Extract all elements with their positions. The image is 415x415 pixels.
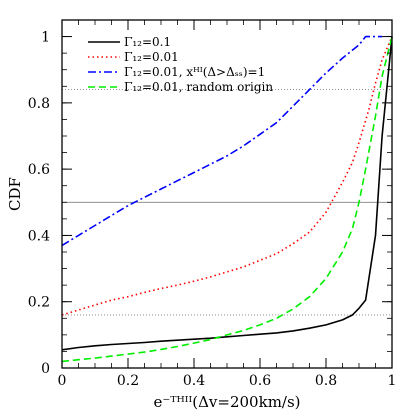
y-tick-label: 0 <box>41 361 50 377</box>
y-tick-label: 0.4 <box>28 228 50 244</box>
x-tick-label: 0.8 <box>315 373 337 389</box>
reference-lines <box>62 89 392 316</box>
x-tick-label: 1 <box>388 373 397 389</box>
x-tick-label: 0.4 <box>183 373 205 389</box>
tick-labels: 0 0.2 0.4 0.6 0.8 1 0 0.2 0.4 0.6 0.8 1 <box>28 30 397 389</box>
y-tick-label: 1 <box>41 30 50 46</box>
legend-label-1: Γ̅₁₂=0.01 <box>124 50 179 64</box>
y-tick-label: 0.8 <box>28 96 50 112</box>
legend-label-2: Γ̅₁₂=0.01, xᴴᴵ(Δ>Δₛₛ)=1 <box>124 65 265 79</box>
x-tick-label: 0 <box>58 373 67 389</box>
y-tick-label: 0.2 <box>28 295 50 311</box>
x-tick-label: 0.6 <box>249 373 271 389</box>
legend-label-0: Γ̅₁₂=0.1 <box>124 35 171 49</box>
axis-ticks <box>61 20 393 369</box>
y-axis-title: CDF <box>6 177 24 211</box>
series-layer <box>61 35 393 363</box>
series-line-0 <box>61 36 393 351</box>
x-axis-title: e⁻ᵀᴴᴵᴵ(Δv=200km/s) <box>153 393 300 411</box>
legend: Γ̅₁₂=0.1Γ̅₁₂=0.01Γ̅₁₂=0.01, xᴴᴵ(Δ>Δₛₛ)=1… <box>88 35 273 94</box>
legend-label-3: Γ̅₁₂=0.01, random origin <box>124 80 273 94</box>
series-line-3 <box>61 36 393 363</box>
x-tick-label: 0.2 <box>117 373 139 389</box>
y-tick-label: 0.6 <box>28 162 50 178</box>
series-line-2 <box>61 35 383 247</box>
